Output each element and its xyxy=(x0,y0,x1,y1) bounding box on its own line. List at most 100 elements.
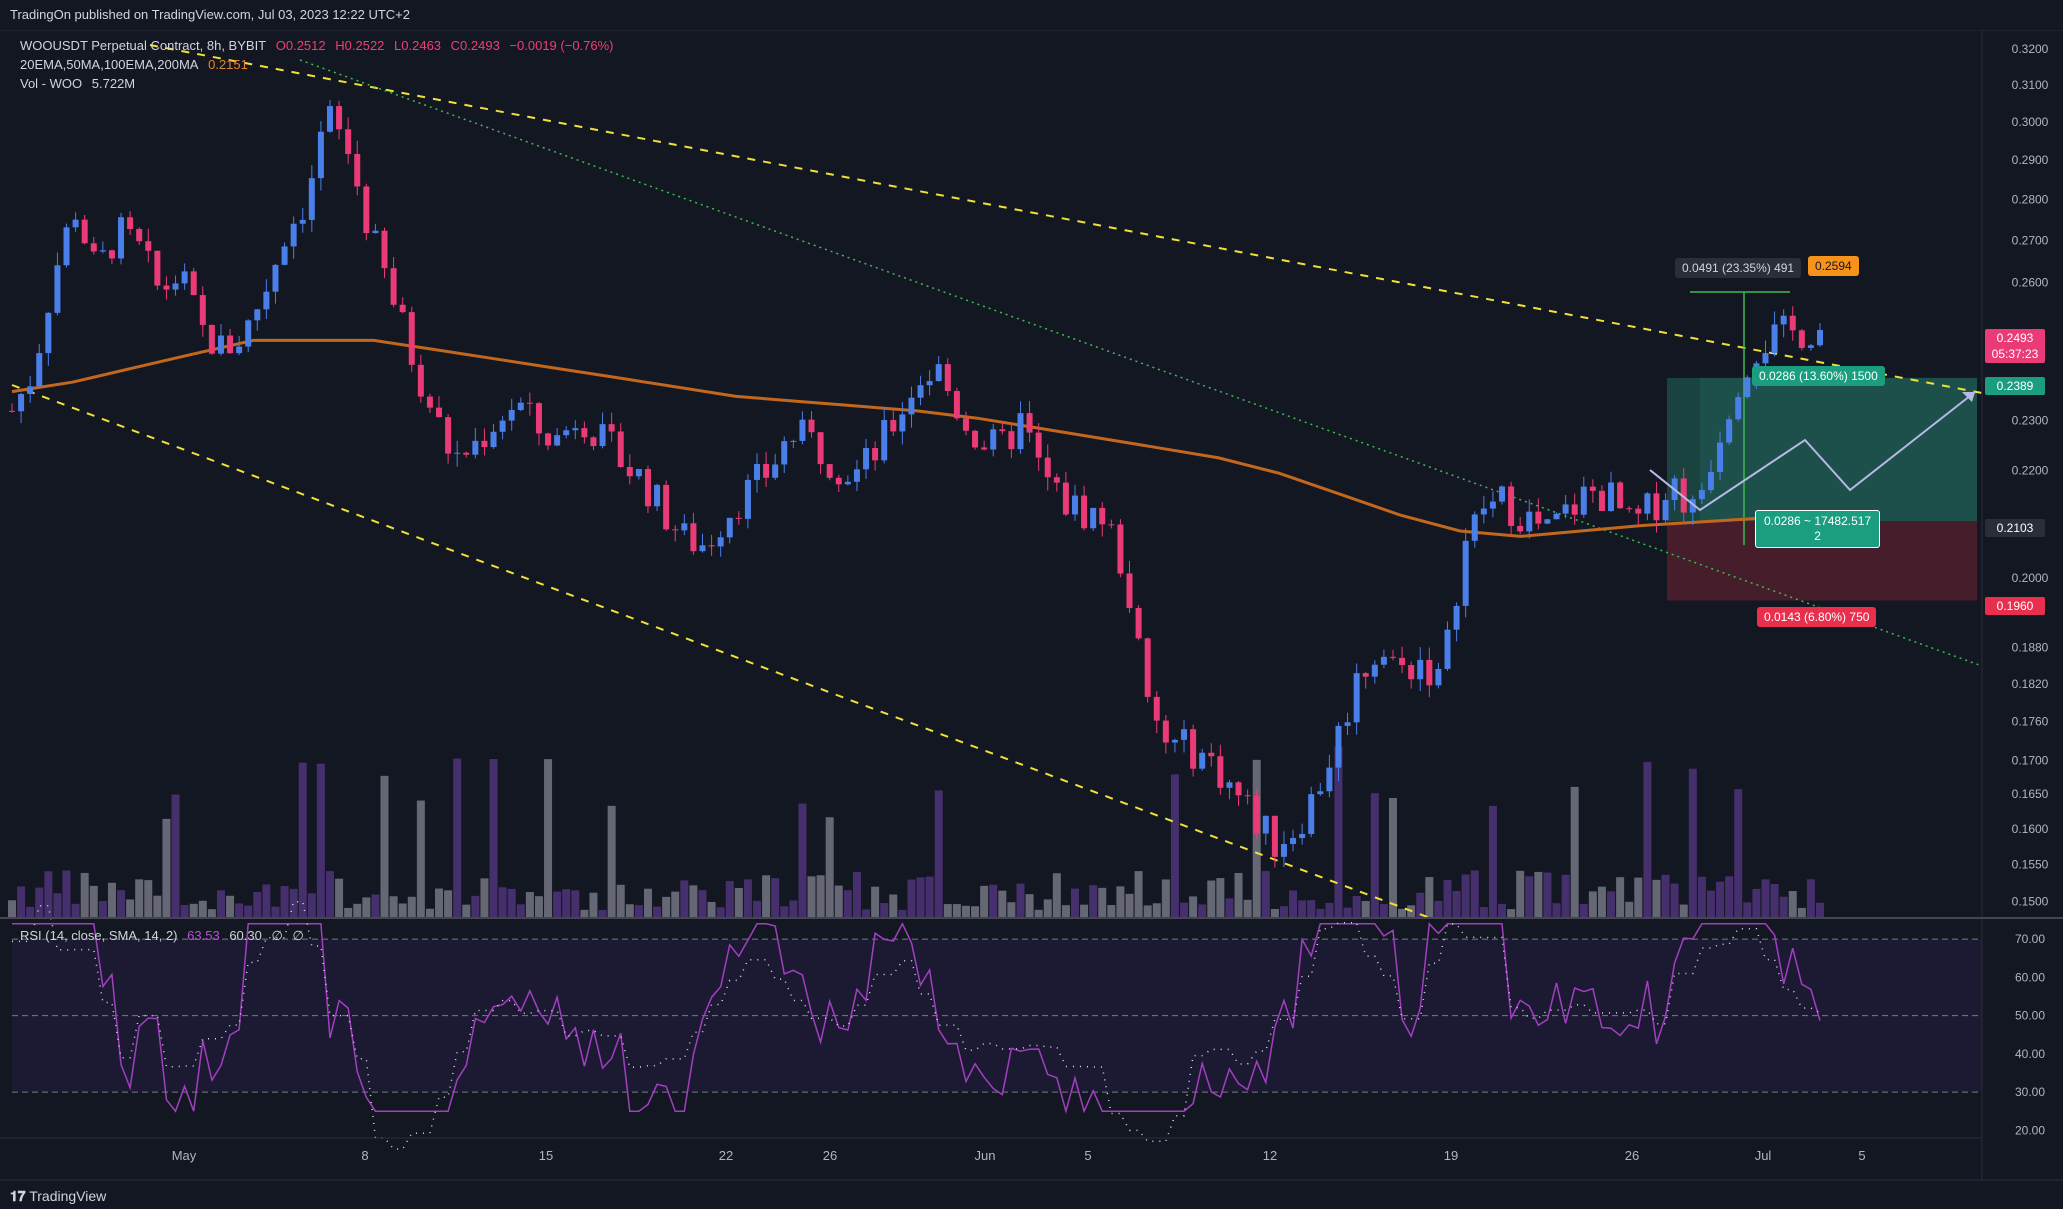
volume-bar xyxy=(289,888,298,918)
price-tick-label: 0.1700 xyxy=(2012,754,2049,768)
candle-body xyxy=(1135,608,1142,639)
candle-body xyxy=(1426,659,1433,686)
volume-bar xyxy=(80,872,89,918)
candle-body xyxy=(1290,838,1297,845)
candle-body xyxy=(1081,495,1088,529)
countdown: 05:37:23 xyxy=(1991,347,2039,361)
candle-body xyxy=(372,230,379,234)
moving-average xyxy=(11,338,1823,538)
volume-bar xyxy=(1316,908,1325,918)
volume-bar xyxy=(571,890,580,918)
projection-arrowhead xyxy=(1962,392,1975,402)
measure-label[interactable]: 0.0491 (23.35%) 491 xyxy=(1675,258,1802,278)
volume-bar xyxy=(1616,877,1625,918)
volume-bar xyxy=(607,805,616,918)
target-label[interactable]: 0.0286 (13.60%) 1500 xyxy=(1752,366,1885,386)
candle-body xyxy=(127,217,134,229)
volume-bar xyxy=(889,894,898,918)
candle-body xyxy=(308,178,315,220)
candle-body xyxy=(1435,668,1442,686)
candle-body xyxy=(1326,767,1333,792)
volume-bar xyxy=(707,901,716,918)
candle-body xyxy=(217,335,224,354)
price-tick-label: 0.3200 xyxy=(2012,42,2049,56)
candle-body xyxy=(381,230,388,269)
volume-legend[interactable]: Vol - WOO 5.722M xyxy=(20,76,141,91)
symbol-legend[interactable]: WOOUSDT Perpetual Contract, 8h, BYBIT O0… xyxy=(20,38,620,53)
candle-body xyxy=(717,537,724,547)
volume-bar xyxy=(1152,903,1161,918)
volume-bar xyxy=(898,909,907,918)
candle-body xyxy=(1444,629,1451,669)
candle-body xyxy=(872,448,879,461)
volume-bar xyxy=(880,902,889,918)
candle-body xyxy=(1608,482,1615,511)
candle-body xyxy=(926,381,933,386)
volume-bar xyxy=(534,896,543,918)
volume-bar xyxy=(1216,878,1225,918)
candle-body xyxy=(472,440,479,455)
dotted-trendline xyxy=(299,59,1983,667)
volume-bar xyxy=(1425,877,1434,918)
last-price-tag: 0.2493 05:37:23 xyxy=(1985,329,2045,363)
footer[interactable]: 𝟏𝟕 TradingView xyxy=(0,1183,2063,1209)
candle-body xyxy=(844,481,851,485)
rsi-label: RSI (14, close, SMA, 14, 2) xyxy=(20,928,178,943)
volume-bar xyxy=(280,885,289,918)
candle-body xyxy=(1035,432,1042,458)
price-tick-label: 0.2600 xyxy=(2012,276,2049,290)
volume-bar xyxy=(689,885,698,918)
candle-body xyxy=(1199,752,1206,769)
volume-bar xyxy=(1716,881,1725,918)
candle-body xyxy=(299,219,306,224)
volume-bar xyxy=(971,906,980,918)
price-tick-label: 0.1600 xyxy=(2012,822,2049,836)
candle-body xyxy=(108,250,115,259)
symbol-name[interactable]: WOOUSDT Perpetual Contract, 8h, BYBIT xyxy=(20,38,267,53)
candle-body xyxy=(345,129,352,154)
candle-body xyxy=(1071,495,1078,515)
volume-bar xyxy=(907,879,916,918)
measure-price-label[interactable]: 0.2594 xyxy=(1808,256,1859,276)
volume-bar xyxy=(171,794,180,918)
candle-body xyxy=(54,265,61,313)
candle-body xyxy=(36,353,43,387)
candle-body xyxy=(962,418,969,431)
volume-bar xyxy=(44,871,53,918)
volume-bar xyxy=(462,904,471,918)
volume-bar xyxy=(407,896,416,918)
volume-bar xyxy=(789,900,798,918)
candle-body xyxy=(1153,696,1160,721)
candle-body xyxy=(1380,656,1387,665)
rsi-legend[interactable]: RSI (14, close, SMA, 14, 2) 63.53 60.30 … xyxy=(20,928,310,944)
candle-body xyxy=(972,430,979,448)
volume-bar xyxy=(1116,886,1125,918)
volume-bar xyxy=(1052,873,1061,918)
candle-body xyxy=(18,393,25,412)
candle-body xyxy=(1044,457,1051,478)
volume-bar xyxy=(71,903,80,918)
volume-bar xyxy=(925,876,934,918)
volume-bar xyxy=(1525,876,1534,918)
candle-body xyxy=(1653,493,1660,521)
position-zones xyxy=(1667,377,1977,601)
volume-bar xyxy=(316,763,325,918)
candle-body xyxy=(763,463,770,478)
time-tick-label: 12 xyxy=(1263,1148,1277,1163)
time-tick-label: 8 xyxy=(361,1148,368,1163)
candle-body xyxy=(917,385,924,398)
volume-bar xyxy=(89,885,98,918)
candle-body xyxy=(1062,482,1069,515)
candle-body xyxy=(563,430,570,436)
volume-bar xyxy=(1743,902,1752,918)
candle-body xyxy=(72,219,79,228)
ma-legend[interactable]: 20EMA,50MA,100EMA,200MA 0.2151 xyxy=(20,57,254,72)
volume-bar xyxy=(625,904,634,918)
volume-bar xyxy=(1261,871,1270,918)
candle-body xyxy=(1335,725,1342,768)
volume-bar xyxy=(1161,879,1170,918)
stop-label[interactable]: 0.0143 (6.80%) 750 xyxy=(1757,607,1877,627)
entry-label[interactable]: 0.0286 ~ 17482.517 2 xyxy=(1755,510,1881,548)
candle-body xyxy=(1526,511,1533,532)
